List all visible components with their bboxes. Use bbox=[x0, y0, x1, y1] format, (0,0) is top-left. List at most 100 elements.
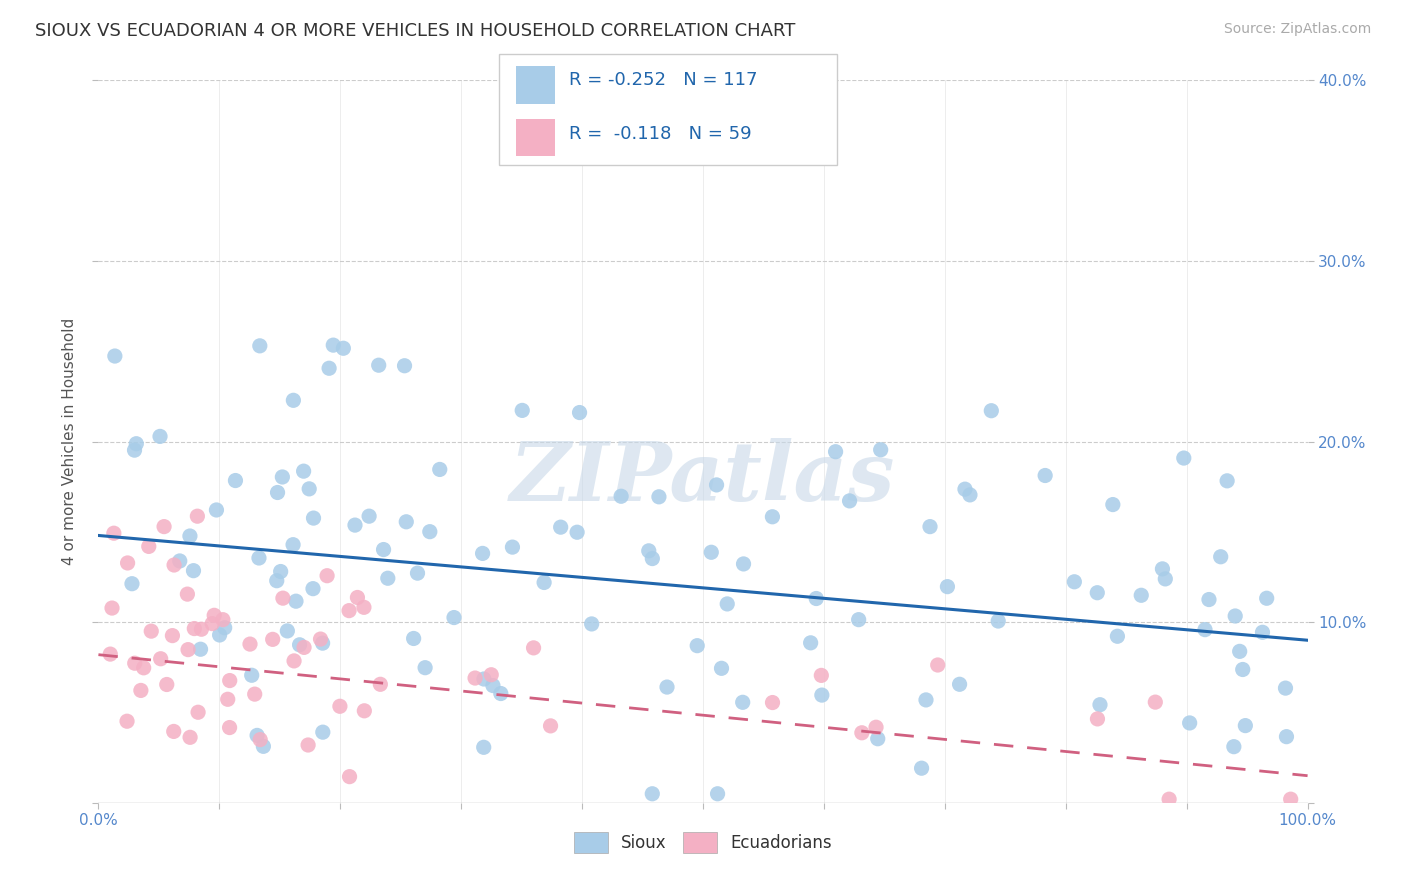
Legend: Sioux, Ecuadorians: Sioux, Ecuadorians bbox=[568, 826, 838, 860]
Point bbox=[710, 661, 733, 675]
Point bbox=[218, 721, 240, 735]
Point bbox=[149, 429, 172, 443]
Point bbox=[482, 679, 505, 693]
Text: SIOUX VS ECUADORIAN 4 OR MORE VEHICLES IN HOUSEHOLD CORRELATION CHART: SIOUX VS ECUADORIAN 4 OR MORE VEHICLES I… bbox=[35, 22, 796, 40]
Point bbox=[1209, 549, 1232, 564]
Point bbox=[413, 661, 436, 675]
Point bbox=[129, 683, 152, 698]
Point bbox=[218, 673, 240, 688]
Point bbox=[318, 361, 340, 376]
Point bbox=[302, 511, 325, 525]
Point bbox=[1275, 730, 1298, 744]
Point bbox=[479, 667, 502, 681]
Point bbox=[1088, 698, 1111, 712]
Point bbox=[865, 720, 887, 734]
Point bbox=[936, 580, 959, 594]
Point bbox=[395, 515, 418, 529]
Point bbox=[187, 705, 209, 719]
Point bbox=[343, 518, 366, 533]
Point bbox=[838, 494, 860, 508]
Point bbox=[1178, 715, 1201, 730]
Point bbox=[312, 725, 335, 739]
Point bbox=[162, 629, 184, 643]
Point bbox=[153, 519, 176, 533]
Point bbox=[186, 509, 208, 524]
Point bbox=[332, 341, 354, 355]
Point bbox=[132, 661, 155, 675]
Point bbox=[1085, 585, 1108, 599]
Point bbox=[271, 470, 294, 484]
Point bbox=[370, 677, 392, 691]
Point bbox=[648, 490, 671, 504]
Point bbox=[869, 442, 891, 457]
Point bbox=[565, 525, 588, 540]
Point bbox=[1234, 718, 1257, 732]
Text: R = -0.252   N = 117: R = -0.252 N = 117 bbox=[569, 71, 758, 89]
Point bbox=[1232, 663, 1254, 677]
Point bbox=[353, 600, 375, 615]
Point bbox=[103, 526, 125, 541]
Point bbox=[337, 604, 360, 618]
Point bbox=[292, 464, 315, 478]
Point bbox=[224, 474, 246, 488]
Point bbox=[806, 591, 828, 606]
Point bbox=[443, 610, 465, 624]
Point bbox=[117, 556, 139, 570]
Point bbox=[824, 444, 846, 458]
Point bbox=[266, 574, 288, 588]
Point bbox=[329, 699, 352, 714]
Point bbox=[1063, 574, 1085, 589]
Point bbox=[98, 647, 121, 661]
Point bbox=[761, 696, 783, 710]
Point bbox=[980, 403, 1002, 417]
Point bbox=[406, 566, 429, 581]
Point bbox=[501, 540, 523, 554]
Point bbox=[472, 672, 495, 686]
Point bbox=[249, 732, 271, 747]
Point bbox=[655, 680, 678, 694]
Point bbox=[910, 761, 932, 775]
Point bbox=[641, 551, 664, 566]
Point bbox=[246, 728, 269, 742]
Point bbox=[281, 538, 304, 552]
Point bbox=[1251, 625, 1274, 640]
Point bbox=[533, 575, 555, 590]
Point bbox=[510, 403, 533, 417]
Point bbox=[183, 564, 205, 578]
Point bbox=[522, 640, 544, 655]
Point bbox=[851, 725, 873, 739]
Point bbox=[346, 591, 368, 605]
Point bbox=[138, 540, 160, 554]
Point bbox=[489, 687, 512, 701]
Point bbox=[927, 658, 949, 673]
Point bbox=[464, 671, 486, 685]
Point bbox=[810, 668, 832, 682]
Point bbox=[125, 436, 148, 450]
Point bbox=[1107, 629, 1129, 643]
Point bbox=[212, 613, 235, 627]
Point bbox=[948, 677, 970, 691]
Point bbox=[283, 393, 305, 408]
Point bbox=[163, 724, 186, 739]
Point bbox=[866, 731, 889, 746]
Point bbox=[1033, 468, 1056, 483]
Point bbox=[121, 576, 143, 591]
Point bbox=[292, 640, 315, 655]
Point bbox=[1152, 562, 1174, 576]
Point bbox=[243, 687, 266, 701]
Point bbox=[918, 519, 941, 533]
Point bbox=[1144, 695, 1167, 709]
Point bbox=[183, 622, 205, 636]
Point bbox=[1101, 498, 1123, 512]
Point bbox=[848, 613, 870, 627]
Point bbox=[288, 638, 311, 652]
Point bbox=[987, 614, 1010, 628]
Point bbox=[731, 695, 754, 709]
Point bbox=[252, 739, 274, 754]
Point bbox=[373, 542, 395, 557]
Point bbox=[1223, 739, 1246, 754]
Point bbox=[429, 462, 451, 476]
Point bbox=[201, 616, 224, 631]
Point bbox=[247, 551, 270, 566]
Point bbox=[249, 339, 271, 353]
